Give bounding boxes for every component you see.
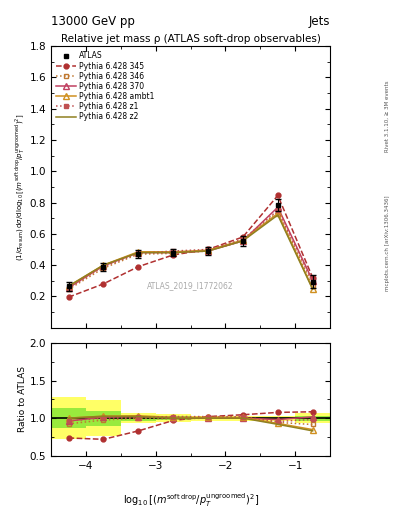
Y-axis label: $(1/\sigma_\mathrm{resum})\,\mathrm{d}\sigma/\mathrm{d}\log_{10}[(m^{\mathrm{sof: $(1/\sigma_\mathrm{resum})\,\mathrm{d}\s… [13, 113, 27, 261]
Y-axis label: Ratio to ATLAS: Ratio to ATLAS [18, 367, 27, 432]
Text: mcplots.cern.ch [arXiv:1306.3436]: mcplots.cern.ch [arXiv:1306.3436] [385, 196, 389, 291]
Title: Relative jet mass ρ (ATLAS soft-drop observables): Relative jet mass ρ (ATLAS soft-drop obs… [61, 34, 321, 44]
Text: Rivet 3.1.10, ≥ 3M events: Rivet 3.1.10, ≥ 3M events [385, 81, 389, 152]
Legend: ATLAS, Pythia 6.428 345, Pythia 6.428 346, Pythia 6.428 370, Pythia 6.428 ambt1,: ATLAS, Pythia 6.428 345, Pythia 6.428 34… [55, 50, 156, 123]
Text: $\log_{10}[(m^{\mathrm{soft\,drop}}/p_T^{\mathrm{ungroomed}})^2]$: $\log_{10}[(m^{\mathrm{soft\,drop}}/p_T^… [123, 492, 259, 509]
Text: 13000 GeV pp: 13000 GeV pp [51, 15, 135, 28]
Text: ATLAS_2019_I1772062: ATLAS_2019_I1772062 [147, 281, 234, 290]
Text: Jets: Jets [309, 15, 330, 28]
